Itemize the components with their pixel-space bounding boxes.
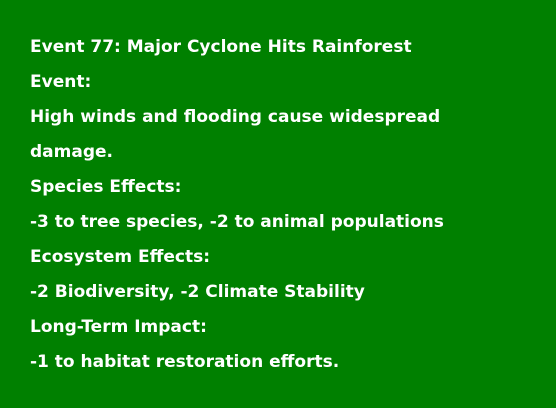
event-label: Event: (30, 72, 92, 92)
ecosystem-effects-text: -2 Biodiversity, -2 Climate Stability (30, 282, 365, 302)
event-description-line-1: High winds and flooding cause widespread (30, 107, 441, 127)
event-title: Event 77: Major Cyclone Hits Rainforest (30, 37, 412, 57)
long-term-impact-text: -1 to habitat restoration efforts. (30, 352, 340, 372)
long-term-impact-label: Long-Term Impact: (30, 317, 207, 337)
species-effects-text: -3 to tree species, -2 to animal populat… (30, 212, 444, 232)
species-effects-label: Species Effects: (30, 177, 182, 197)
event-description-line-2: damage. (30, 142, 113, 162)
ecosystem-effects-label: Ecosystem Effects: (30, 247, 211, 267)
